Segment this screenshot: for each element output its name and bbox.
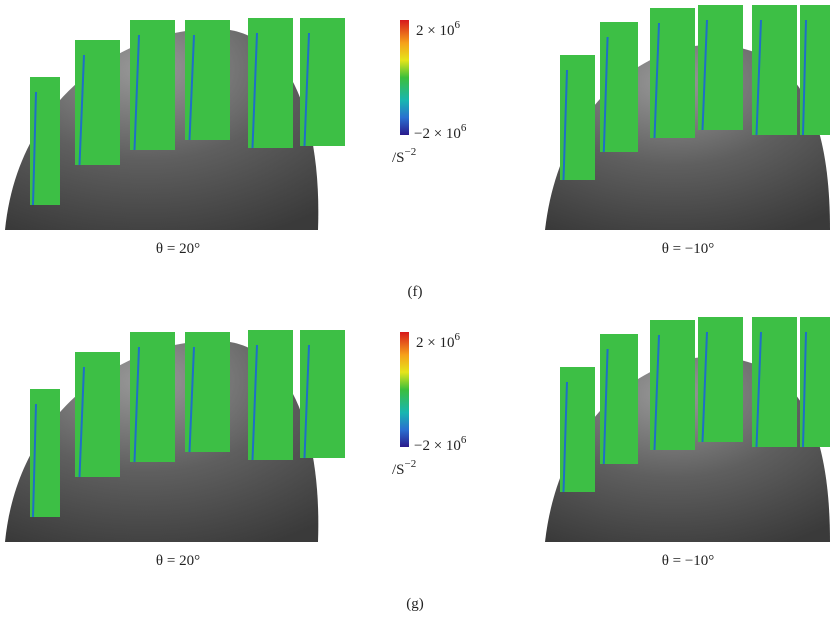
colorbar-max-exp: 6 xyxy=(454,19,460,31)
colorbar xyxy=(400,20,409,135)
panel-label: (g) xyxy=(406,596,424,612)
colorbar-unit-base: /S xyxy=(392,462,405,478)
colorbar-min-base: −2 × 10 xyxy=(414,126,461,142)
colorbar-max-base: 2 × 10 xyxy=(416,23,454,39)
colorbar-min: −2 × 106 xyxy=(414,122,467,142)
panel-label: (f) xyxy=(408,284,423,300)
colorbar-unit-base: /S xyxy=(392,150,405,166)
colorbar-min-base: −2 × 10 xyxy=(414,438,461,454)
caption: θ = 20° xyxy=(156,241,200,257)
colorbar-unit-exp: −2 xyxy=(405,458,417,470)
colorbar-max-exp: 6 xyxy=(454,331,460,343)
caption: θ = −10° xyxy=(662,553,715,569)
colorbar-min-exp: 6 xyxy=(461,122,467,134)
colorbar-max-base: 2 × 10 xyxy=(416,335,454,351)
colorbar-unit: /S−2 xyxy=(392,146,416,166)
colorbar-max: 2 × 106 xyxy=(416,19,460,39)
caption: θ = 20° xyxy=(156,553,200,569)
figure: 2 × 106−2 × 106/S−2θ = 20°θ = −10°(f)2 ×… xyxy=(0,0,830,627)
caption: θ = −10° xyxy=(662,241,715,257)
colorbar-min-exp: 6 xyxy=(461,434,467,446)
colorbar-unit: /S−2 xyxy=(392,458,416,478)
colorbar-unit-exp: −2 xyxy=(405,146,417,158)
colorbar-min: −2 × 106 xyxy=(414,434,467,454)
colorbar xyxy=(400,332,409,447)
colorbar-max: 2 × 106 xyxy=(416,331,460,351)
